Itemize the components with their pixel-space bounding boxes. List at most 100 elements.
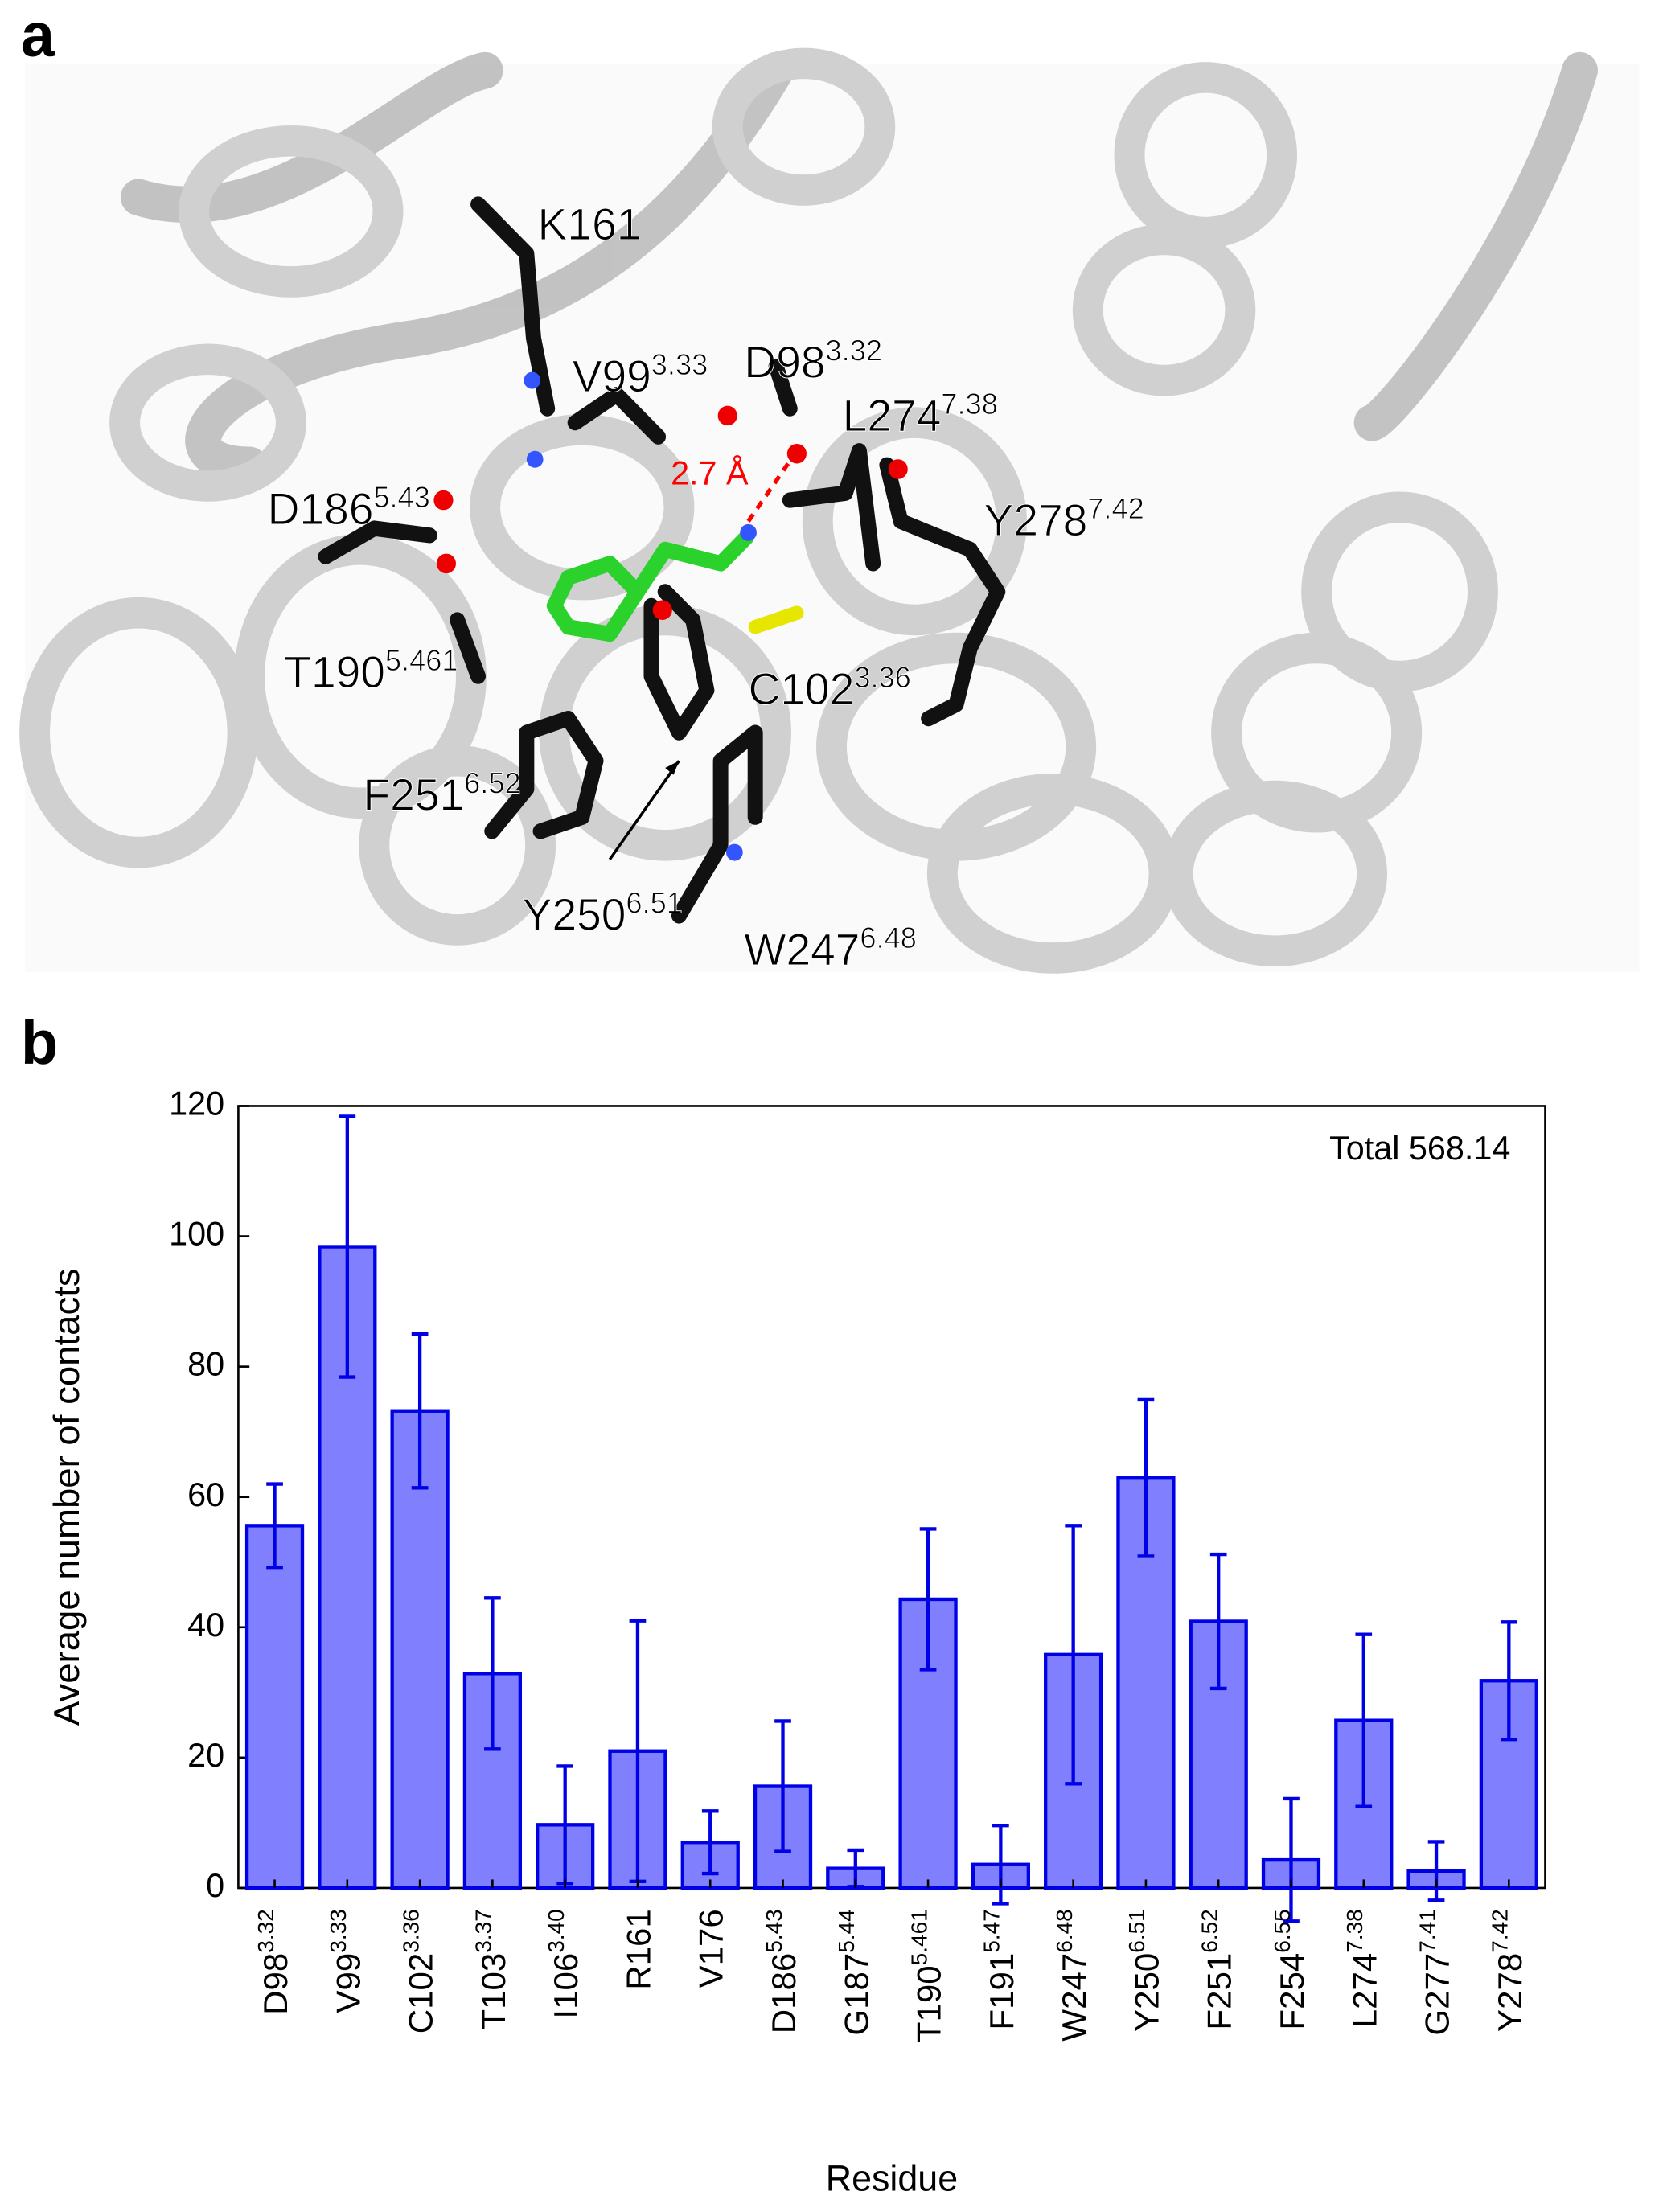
error-bar [919, 1527, 937, 1672]
category-name: D186 [765, 1953, 803, 2033]
error-bar [701, 1809, 719, 1876]
x-tick-label: W2476.48 [1052, 1909, 1093, 2041]
x-tick-label: Y2787.42 [1488, 1909, 1529, 2032]
error-bar [411, 1332, 429, 1490]
category-name: F254 [1273, 1953, 1311, 2030]
x-tick-label: D1865.43 [762, 1909, 803, 2033]
category-name: V99 [330, 1953, 368, 2013]
x-tick-label: T1905.461 [907, 1909, 948, 2042]
error-bar [1501, 1620, 1517, 1742]
residue-superscript: 7.38 [941, 388, 997, 421]
structure-render [19, 47, 1640, 974]
category-name: W247 [1055, 1953, 1093, 2042]
category-superscript: 3.40 [544, 1909, 569, 1953]
x-tick-label: T1033.37 [471, 1909, 512, 2029]
category-superscript: 5.44 [834, 1909, 859, 1953]
x-tick-label: F2546.55 [1270, 1909, 1311, 2029]
y-tick-label: 120 [169, 1084, 224, 1122]
error-bar [484, 1596, 501, 1751]
residue-name: T190 [284, 647, 385, 698]
bar [244, 1524, 305, 1890]
x-tick-label: I1063.40 [544, 1909, 585, 2018]
category-superscript: 6.48 [1052, 1909, 1077, 1953]
category-superscript: 6.55 [1270, 1909, 1295, 1953]
category-name: Y250 [1128, 1953, 1166, 2032]
y-tick-label: 100 [169, 1214, 224, 1252]
residue-label: T1905.461 [284, 644, 458, 697]
category-superscript: 6.52 [1197, 1909, 1222, 1953]
x-tick-label: L2747.38 [1342, 1909, 1383, 2028]
x-tick-label: C1023.36 [399, 1909, 440, 2033]
error-bar [992, 1823, 1009, 1906]
residue-name: D98 [744, 337, 825, 388]
category-name: D98 [257, 1953, 294, 2015]
x-tick-label: G2777.41 [1415, 1909, 1456, 2035]
residue-superscript: 3.33 [651, 348, 708, 381]
category-name: F251 [1201, 1953, 1238, 2030]
y-tick-label: 0 [206, 1866, 224, 1904]
residue-label: F2516.52 [363, 766, 521, 819]
residue-label: Y2787.42 [984, 492, 1144, 545]
residue-superscript: 5.43 [373, 481, 429, 514]
category-superscript: 6.51 [1124, 1909, 1149, 1953]
residue-name: Y250 [523, 889, 626, 940]
y-tick-label: 80 [187, 1344, 224, 1382]
x-tick-label: V176 [692, 1909, 730, 1988]
category-name: R161 [620, 1909, 658, 1989]
error-bar [1137, 1397, 1155, 1558]
y-tick-label: 20 [187, 1736, 224, 1774]
x-tick-label: F2516.52 [1197, 1909, 1238, 2029]
category-superscript: 7.41 [1415, 1909, 1440, 1953]
residue-superscript: 3.32 [826, 334, 882, 367]
panel-label: b [21, 1008, 58, 1077]
residue-name: D186 [268, 483, 374, 534]
category-superscript: 3.36 [399, 1909, 424, 1953]
category-name: G187 [838, 1953, 876, 2036]
category-superscript: 5.47 [979, 1909, 1004, 1953]
residue-superscript: 3.36 [854, 661, 910, 694]
distance-label: 2.7 Å [671, 453, 749, 491]
category-superscript: 7.38 [1342, 1909, 1367, 1953]
residue-name: C102 [749, 664, 855, 715]
residue-name: W247 [744, 925, 860, 975]
x-axis-label: Residue [826, 2157, 958, 2198]
category-name: I106 [548, 1953, 585, 2019]
residue-superscript: 5.461 [385, 644, 458, 677]
error-bar [1209, 1552, 1227, 1691]
error-bar [1283, 1796, 1300, 1923]
residue-superscript: 6.52 [464, 766, 520, 799]
category-name: T103 [474, 1953, 512, 2030]
category-superscript: 3.33 [326, 1909, 351, 1953]
residue-name: Y278 [984, 495, 1088, 545]
category-superscript: 5.43 [762, 1909, 786, 1953]
residue-name: K161 [538, 199, 642, 249]
residue-label: D1865.43 [268, 481, 430, 534]
category-name: L274 [1346, 1953, 1384, 2029]
category-name: C102 [402, 1953, 440, 2033]
error-bar [774, 1719, 791, 1853]
category-name: F191 [983, 1953, 1020, 2030]
y-tick-label: 40 [187, 1606, 224, 1644]
category-superscript: 3.32 [253, 1909, 278, 1953]
residue-name: L274 [843, 391, 942, 441]
x-tick-label: D983.32 [253, 1909, 294, 2015]
residue-label: L2747.38 [843, 388, 998, 441]
category-superscript: 5.461 [907, 1909, 932, 1965]
y-axis-label: Average number of contacts [46, 1268, 87, 1726]
annotation: Total 568.14 [1329, 1129, 1510, 1167]
category-superscript: 7.42 [1488, 1909, 1513, 1953]
category-name: Y278 [1491, 1953, 1529, 2032]
residue-superscript: 7.42 [1087, 492, 1144, 525]
category-name: T190 [910, 1965, 948, 2042]
residue-label: Y2506.51 [523, 886, 683, 939]
x-tick-label: R161 [620, 1909, 658, 1989]
error-bar [266, 1482, 283, 1570]
residue-superscript: 6.51 [626, 886, 682, 919]
error-bar [339, 1114, 356, 1379]
error-bar [1427, 1840, 1445, 1902]
error-bar [1065, 1524, 1082, 1786]
y-tick-label: 60 [187, 1475, 224, 1513]
residue-label: W2476.48 [744, 921, 916, 975]
category-name: G277 [1419, 1953, 1456, 2036]
